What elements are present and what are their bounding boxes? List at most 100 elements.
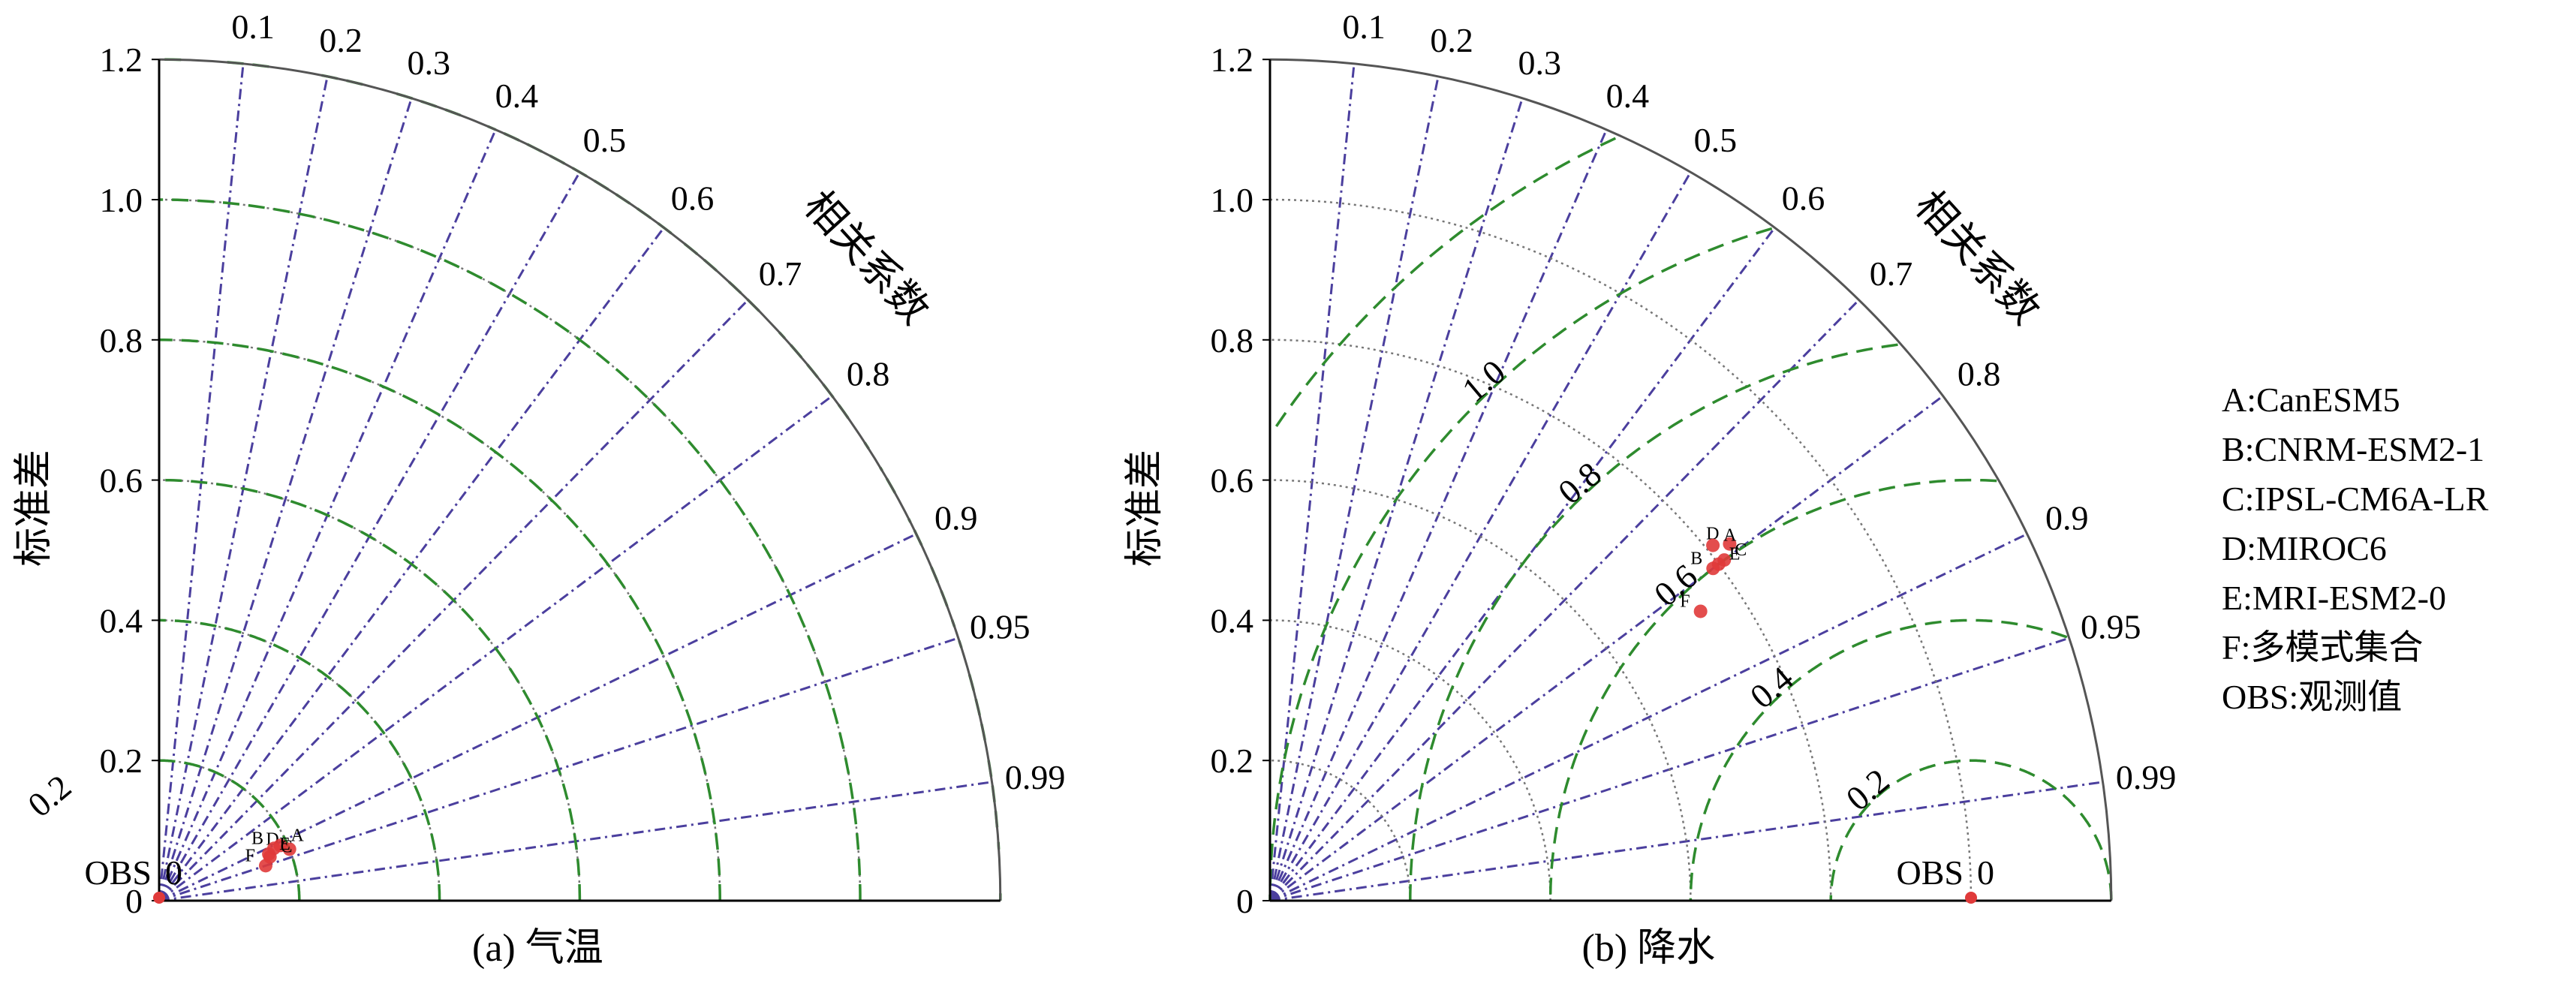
std-tick-label: 0.4 — [1211, 601, 1254, 639]
legend-item-obs: OBS:观测值 — [2222, 678, 2403, 716]
rmsd-arc — [1548, 478, 1997, 901]
model-point-label: A — [290, 826, 304, 845]
rmsd-label: 0.8 — [1551, 454, 1608, 511]
rmsd-arc — [1272, 137, 1617, 432]
correlation-tick-label: 0.9 — [934, 499, 978, 537]
model-point-label: F — [245, 846, 255, 865]
taylor-panel-b: 0 0.2 0.4 0.6 0.8 1.0 1.2 标准差 0.1 0.2 0.3 0.4 0.5 0.6… — [1124, 8, 2176, 970]
correlation-tick-label: 0.5 — [583, 121, 627, 159]
correlation-tick-label: 0.3 — [1518, 44, 1561, 82]
obs-label: OBS — [85, 853, 152, 892]
std-tick-label: 1.2 — [1211, 41, 1254, 79]
rmsd-arc — [1689, 618, 2068, 901]
obs-point — [1965, 892, 1977, 904]
std-arc — [1269, 479, 1692, 901]
correlation-tick-label: 0.3 — [407, 44, 450, 82]
std-tick-label: 0.6 — [1211, 462, 1254, 500]
correlation-line — [1269, 533, 2028, 902]
correlation-line — [158, 98, 413, 901]
model-point-label: E — [1729, 545, 1741, 564]
correlation-tick-label: 0.95 — [2081, 607, 2141, 645]
std-tick-label: 1.2 — [100, 41, 143, 79]
correlation-tick-label: 0.99 — [1005, 758, 1066, 796]
model-point-label: A — [1723, 526, 1737, 546]
correlation-tick-label: 0.8 — [847, 355, 890, 393]
correlation-tick-label: 0.1 — [1342, 8, 1386, 46]
model-point-label: D — [1706, 525, 1719, 544]
std-arc — [1269, 339, 1832, 901]
model-point-e — [1711, 557, 1726, 571]
correlation-tick-label: 0.8 — [1958, 355, 2001, 393]
std-arc — [158, 198, 862, 901]
correlation-tick-label: 0.2 — [319, 21, 363, 59]
rmsd-arc — [1409, 343, 1898, 901]
correlation-tick-label: 0.2 — [1430, 21, 1473, 59]
outer-arc — [1269, 58, 2113, 901]
correlation-tick-label: 0.7 — [1870, 254, 1913, 293]
std-tick-label: 0 — [1236, 882, 1253, 920]
correlation-tick-label: 0.95 — [970, 607, 1031, 645]
correlation-tick-label: 0.9 — [2045, 499, 2089, 537]
std-tick-label: 1.0 — [100, 181, 143, 219]
model-point-label: E — [279, 835, 290, 854]
rmsd-arc — [159, 198, 862, 901]
std-tick-label: 0.8 — [1211, 321, 1254, 360]
obs-value-label: 0 — [1977, 853, 1994, 892]
correlation-tick-label: 0.99 — [2116, 758, 2177, 796]
model-point-label: B — [1690, 549, 1702, 568]
taylor-panel-a: 0 0.2 0.4 0.6 0.8 1.0 1.2 标准差 0.1 0.2 0.3 0.4 0.5 0.6… — [13, 8, 1066, 970]
obs-label: OBS — [1897, 853, 1964, 892]
rmsd-arc — [159, 478, 582, 901]
correlation-tick-label: 0.5 — [1694, 121, 1738, 159]
arc-title: 相关系数 — [1906, 182, 2049, 333]
rmsd-label: 1.0 — [1455, 352, 1512, 409]
rmsd-arc — [159, 339, 721, 901]
rmsd-arc — [1268, 227, 1773, 901]
model-point-a — [1706, 538, 1720, 552]
rmsd-arc — [159, 58, 1002, 901]
std-tick-label: 0.8 — [100, 321, 143, 360]
correlation-tick-label: 0.4 — [1606, 77, 1650, 115]
legend-item-d: D:MIROC6 — [2222, 529, 2387, 567]
std-tick-label: 1.0 — [1211, 181, 1254, 219]
rmsd-label: 0.2 — [20, 767, 78, 824]
legend-item-f: F:多模式集合 — [2222, 628, 2424, 667]
correlation-tick-label: 0.1 — [231, 8, 275, 46]
std-tick-label: 0.2 — [100, 742, 143, 780]
legend-item-a: A:CanESM5 — [2222, 381, 2400, 419]
y-axis-title: 标准差 — [13, 450, 56, 567]
rmsd-arc — [159, 759, 301, 901]
correlation-tick-label: 0.7 — [759, 254, 802, 293]
std-tick-label: 0.6 — [100, 462, 143, 500]
correlation-tick-label: 0.6 — [671, 179, 715, 217]
model-point-f — [258, 859, 272, 873]
y-axis-title: 标准差 — [1124, 450, 1166, 567]
legend-item-e: E:MRI-ESM2-0 — [2222, 579, 2446, 617]
std-arc — [158, 479, 581, 901]
rmsd-arc — [159, 618, 441, 901]
model-point-e — [262, 847, 276, 861]
std-tick-label: 0.4 — [100, 601, 143, 639]
correlation-line — [1268, 76, 1440, 901]
correlation-line — [1268, 299, 1860, 902]
obs-point — [153, 892, 165, 904]
correlation-tick-label: 0.6 — [1782, 179, 1825, 217]
model-point-label: F — [1680, 591, 1690, 611]
std-tick-label: 0.2 — [1211, 742, 1254, 780]
obs-value-label: 0 — [165, 853, 182, 892]
model-point-label: C — [281, 838, 293, 857]
arc-title: 相关系数 — [796, 182, 938, 333]
outer-arc — [158, 58, 1002, 901]
correlation-tick-label: 0.4 — [495, 77, 539, 115]
panel-caption: (a) 气温 — [472, 927, 603, 970]
model-point-label: C — [1735, 540, 1747, 560]
legend-item-c: C:IPSL-CM6A-LR — [2222, 480, 2489, 518]
model-point-label: B — [251, 829, 263, 848]
panel-caption: (b) 降水 — [1582, 927, 1716, 970]
std-arc — [1269, 759, 1412, 901]
rmsd-label: 0.4 — [1743, 659, 1801, 716]
std-arc — [158, 339, 721, 901]
legend-item-b: B:CNRM-ESM2-1 — [2222, 430, 2485, 468]
rmsd-label: 0.2 — [1839, 761, 1897, 818]
model-point-f — [1693, 604, 1708, 618]
